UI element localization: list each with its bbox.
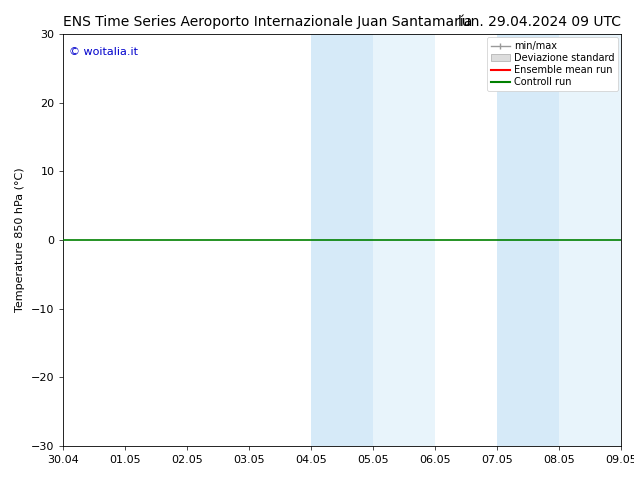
Bar bbox=[497, 34, 559, 446]
Legend: min/max, Deviazione standard, Ensemble mean run, Controll run: min/max, Deviazione standard, Ensemble m… bbox=[487, 37, 618, 91]
Text: © woitalia.it: © woitalia.it bbox=[69, 47, 138, 57]
Bar bbox=[559, 34, 621, 446]
Y-axis label: Temperature 850 hPa (°C): Temperature 850 hPa (°C) bbox=[15, 168, 25, 313]
Text: lun. 29.04.2024 09 UTC: lun. 29.04.2024 09 UTC bbox=[458, 15, 621, 29]
Bar bbox=[311, 34, 373, 446]
Bar bbox=[373, 34, 436, 446]
Text: ENS Time Series Aeroporto Internazionale Juan Santamaría: ENS Time Series Aeroporto Internazionale… bbox=[63, 15, 473, 29]
